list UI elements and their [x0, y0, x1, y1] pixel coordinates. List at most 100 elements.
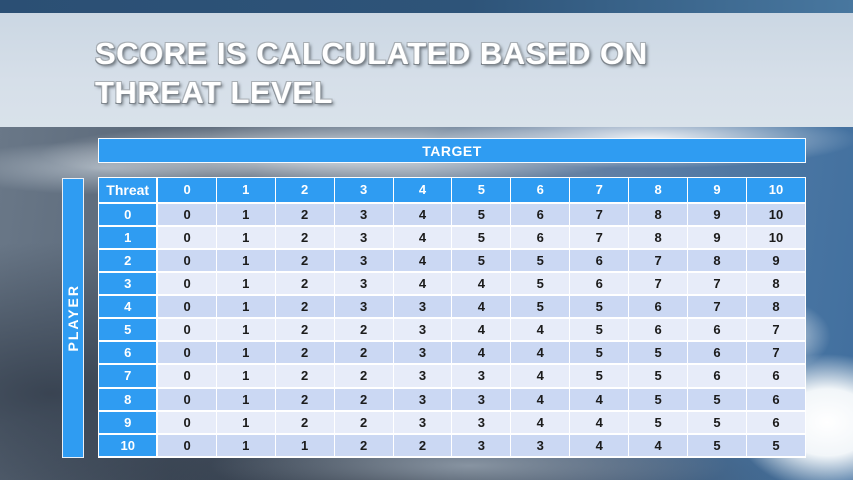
score-cell: 0	[157, 271, 217, 297]
score-cell: 4	[393, 202, 453, 227]
target-column-header: 7	[569, 177, 630, 204]
target-column-header: 9	[687, 177, 747, 204]
score-cell: 6	[628, 295, 689, 320]
score-cell: 3	[334, 202, 394, 227]
score-cell: 5	[687, 433, 747, 459]
score-cell: 4	[510, 341, 571, 366]
score-cell: 10	[746, 202, 807, 227]
score-cell: 6	[628, 318, 689, 343]
score-cell: 3	[393, 295, 453, 320]
score-cell: 3	[451, 387, 512, 412]
score-cell: 6	[746, 387, 807, 412]
score-cell: 3	[451, 410, 512, 435]
score-cell: 7	[746, 341, 807, 366]
score-cell: 0	[157, 410, 217, 435]
score-cell: 1	[216, 295, 276, 320]
score-cell: 7	[569, 225, 630, 250]
target-column-header: 1	[216, 177, 276, 204]
score-cell: 0	[157, 295, 217, 320]
score-cell: 5	[628, 341, 689, 366]
score-cell: 0	[157, 202, 217, 227]
score-cell: 2	[275, 225, 335, 250]
score-cell: 8	[628, 225, 689, 250]
score-table: Threat 0 1 2 3 4 5 6 7 8 9 10 0 0 1 2 3 4 5 6 7 8 9 10 1 0 1 2 3 4 5 6…	[98, 177, 807, 459]
score-cell: 5	[510, 271, 571, 297]
score-cell: 7	[569, 202, 630, 227]
score-cell: 7	[628, 248, 689, 273]
score-cell: 3	[510, 433, 571, 459]
score-cell: 2	[393, 433, 453, 459]
score-cell: 2	[275, 341, 335, 366]
score-cell: 1	[216, 341, 276, 366]
corner-header-threat: Threat	[98, 177, 159, 204]
page-title-line1: SCORE IS CALCULATED BASED ON	[95, 36, 648, 71]
score-cell: 3	[393, 318, 453, 343]
score-cell: 4	[569, 387, 630, 412]
score-cell: 1	[216, 318, 276, 343]
target-column-header: 6	[510, 177, 571, 204]
score-cell: 2	[334, 364, 394, 389]
score-cell: 6	[687, 364, 747, 389]
target-column-header: 3	[334, 177, 394, 204]
score-cell: 4	[451, 271, 512, 297]
target-label: TARGET	[422, 142, 482, 159]
threat-row-header: 3	[98, 271, 159, 297]
threat-row-header: 5	[98, 318, 159, 343]
score-cell: 5	[687, 410, 747, 435]
score-cell: 9	[687, 225, 747, 250]
score-cell: 4	[510, 364, 571, 389]
score-cell: 3	[393, 387, 453, 412]
score-cell: 1	[216, 248, 276, 273]
threat-row-header: 10	[98, 433, 159, 459]
score-cell: 5	[569, 364, 630, 389]
score-cell: 6	[746, 364, 807, 389]
score-cell: 5	[569, 295, 630, 320]
score-cell: 2	[275, 202, 335, 227]
score-cell: 1	[216, 202, 276, 227]
score-cell: 7	[746, 318, 807, 343]
target-column-header: 5	[451, 177, 512, 204]
threat-row-header: 8	[98, 387, 159, 412]
threat-row-header: 4	[98, 295, 159, 320]
threat-row-header: 2	[98, 248, 159, 273]
score-cell: 1	[275, 433, 335, 459]
score-cell: 5	[746, 433, 807, 459]
score-cell: 5	[510, 295, 571, 320]
target-column-header: 4	[393, 177, 453, 204]
score-cell: 9	[687, 202, 747, 227]
score-cell: 5	[569, 318, 630, 343]
threat-row-header: 7	[98, 364, 159, 389]
score-cell: 5	[451, 225, 512, 250]
table-row: 1 0 1 2 3 4 5 6 7 8 9 10	[98, 225, 807, 250]
score-cell: 0	[157, 364, 217, 389]
score-cell: 1	[216, 225, 276, 250]
header-row: Threat 0 1 2 3 4 5 6 7 8 9 10	[98, 177, 807, 204]
target-axis-header: TARGET	[98, 138, 806, 163]
target-column-header: 2	[275, 177, 335, 204]
score-cell: 4	[393, 225, 453, 250]
threat-row-header: 1	[98, 225, 159, 250]
table-row: 0 0 1 2 3 4 5 6 7 8 9 10	[98, 202, 807, 227]
score-cell: 4	[393, 248, 453, 273]
score-cell: 7	[628, 271, 689, 297]
score-cell: 7	[687, 295, 747, 320]
score-cell: 1	[216, 271, 276, 297]
score-cell: 1	[216, 410, 276, 435]
score-cell: 2	[275, 387, 335, 412]
score-cell: 10	[746, 225, 807, 250]
player-label: PLAYER	[65, 284, 81, 352]
score-cell: 4	[569, 433, 630, 459]
score-cell: 6	[510, 202, 571, 227]
score-cell: 4	[510, 387, 571, 412]
score-table-body: 0 0 1 2 3 4 5 6 7 8 9 10 1 0 1 2 3 4 5 6 7 8 9 10 2 0 1 2 3 4 5 5 6 7 8 9 3 0…	[98, 202, 807, 459]
score-cell: 4	[628, 433, 689, 459]
score-cell: 4	[569, 410, 630, 435]
score-cell: 1	[216, 433, 276, 459]
score-cell: 5	[687, 387, 747, 412]
